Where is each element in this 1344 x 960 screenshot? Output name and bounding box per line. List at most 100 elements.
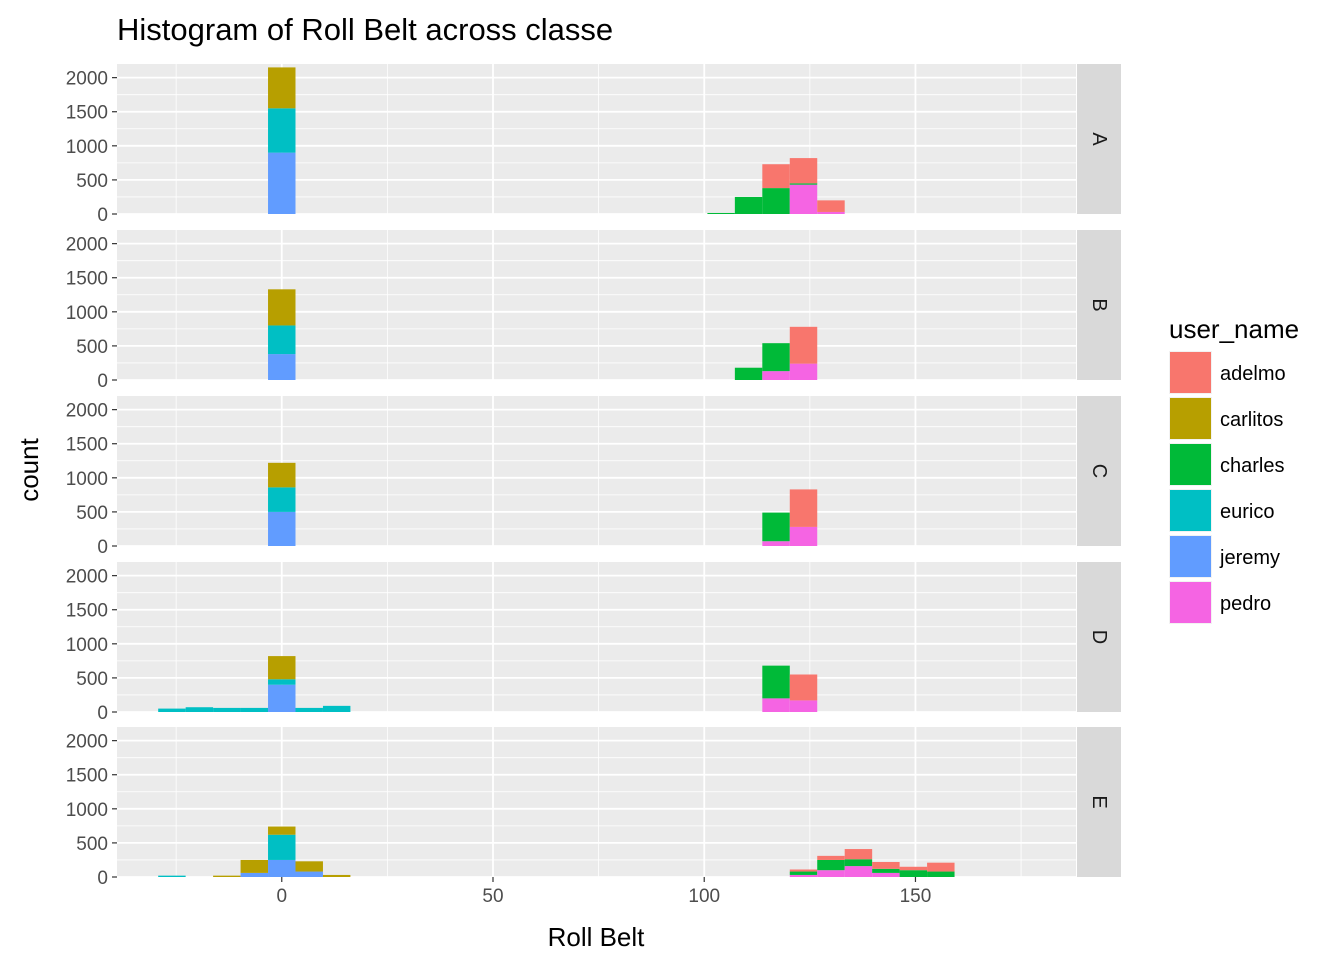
chart-title: Histogram of Roll Belt across classe	[117, 12, 613, 47]
bar-segment-adelmo	[872, 862, 900, 869]
y-tick-label: 1000	[66, 303, 108, 324]
legend-swatch-eurico	[1170, 490, 1211, 531]
bar-segment-charles	[707, 212, 735, 214]
legend-label-pedro: pedro	[1220, 593, 1271, 615]
bar-segment-jeremy	[268, 511, 296, 546]
facet-strip-label: A	[1088, 132, 1110, 146]
legend-label-charles: charles	[1220, 455, 1284, 477]
bar-segment-carlitos	[213, 875, 241, 877]
bar-segment-adelmo	[899, 866, 928, 871]
y-tick-label: 2000	[66, 567, 108, 588]
legend-title: user_name	[1169, 314, 1299, 344]
y-tick-label: 0	[97, 703, 108, 724]
y-tick-label: 1500	[66, 103, 108, 124]
bar-segment-carlitos	[268, 462, 296, 488]
bar-segment-eurico	[268, 325, 296, 355]
bar-segment-charles	[789, 871, 818, 875]
bar-segment-charles	[899, 870, 928, 877]
bar-segment-charles	[927, 871, 955, 877]
legend-swatch-pedro	[1170, 582, 1211, 623]
x-tick-label: 100	[688, 886, 720, 907]
bar-segment-adelmo	[789, 326, 818, 364]
bar-segment-carlitos	[268, 656, 296, 680]
bar-segment-charles	[762, 512, 790, 542]
y-tick-label: 500	[76, 503, 108, 524]
facet-panel-d: 0 500 1000 1500 2000 D	[66, 562, 1121, 724]
bar-segment-pedro	[817, 870, 845, 877]
x-tick-label: 0	[276, 886, 287, 907]
bar-segment-eurico	[268, 679, 296, 685]
y-tick-label: 1000	[66, 137, 108, 158]
panel-background	[117, 562, 1076, 712]
bar-segment-carlitos	[240, 859, 269, 873]
bar-segment-charles	[734, 196, 763, 214]
bar-segment-charles	[872, 868, 900, 873]
x-axis: 0 50 100 150	[276, 877, 931, 907]
facet-panel-e: 0 500 1000 1500 2000 E	[66, 727, 1121, 889]
panel-background	[117, 230, 1076, 380]
bar-segment-eurico	[240, 707, 269, 712]
bar-segment-adelmo	[762, 164, 790, 189]
y-tick-label: 500	[76, 171, 108, 192]
bar-segment-adelmo	[789, 869, 818, 872]
y-tick-label: 0	[97, 868, 108, 889]
facet-strip	[1077, 727, 1121, 877]
bar-segment-jeremy	[268, 152, 296, 214]
legend-swatch-adelmo	[1170, 352, 1211, 393]
bar-segment-adelmo	[789, 158, 818, 184]
y-tick-label: 1000	[66, 800, 108, 821]
bar-segment-adelmo	[789, 489, 818, 527]
panel-background	[117, 727, 1076, 877]
legend-label-carlitos: carlitos	[1220, 409, 1283, 431]
facet-panel-a: 0 500 1000 1500 2000 A	[66, 64, 1121, 226]
bar-segment-eurico	[295, 707, 323, 712]
bar-segment-pedro	[762, 698, 790, 712]
bar-segment-pedro	[817, 211, 845, 214]
bar-segment-charles	[789, 183, 818, 185]
bar-segment-pedro	[789, 363, 818, 380]
facet-strip	[1077, 64, 1121, 214]
y-tick-label: 2000	[66, 235, 108, 256]
bar-segment-eurico	[213, 707, 241, 712]
y-tick-label: 0	[97, 205, 108, 226]
x-tick-label: 150	[900, 886, 932, 907]
bar-segment-pedro	[844, 866, 873, 877]
y-tick-label: 1000	[66, 635, 108, 656]
y-tick-label: 1500	[66, 435, 108, 456]
y-tick-label: 2000	[66, 69, 108, 90]
y-axis-title: count	[14, 437, 44, 501]
bar-segment-charles	[734, 367, 763, 380]
facet-strip	[1077, 396, 1121, 546]
facet-strip-label: C	[1088, 464, 1110, 478]
y-tick-label: 500	[76, 669, 108, 690]
facet-panels: 0 500 1000 1500 2000 A 0 500 1000 1500 2000 B 0 500 10…	[66, 64, 1121, 889]
bar-segment-adelmo	[927, 862, 955, 872]
bar-segment-pedro	[789, 874, 818, 877]
bar-segment-charles	[762, 188, 790, 214]
bar-segment-carlitos	[322, 874, 351, 877]
bar-segment-charles	[762, 665, 790, 699]
legend-swatch-jeremy	[1170, 536, 1211, 577]
bar-segment-pedro	[762, 541, 790, 546]
bar-segment-charles	[817, 859, 845, 871]
panel-background	[117, 64, 1076, 214]
y-tick-label: 500	[76, 337, 108, 358]
facet-strip-label: D	[1088, 630, 1110, 644]
bar-segment-adelmo	[844, 849, 873, 860]
bar-segment-pedro	[762, 371, 790, 380]
bar-segment-eurico	[268, 834, 296, 860]
legend-label-adelmo: adelmo	[1220, 363, 1286, 385]
y-tick-label: 1500	[66, 269, 108, 290]
x-axis-title: Roll Belt	[548, 922, 646, 952]
bar-segment-eurico	[268, 487, 296, 512]
bar-segment-adelmo	[817, 200, 845, 212]
y-tick-label: 0	[97, 537, 108, 558]
bar-segment-adelmo	[789, 674, 818, 701]
x-tick-label: 50	[482, 886, 503, 907]
legend-swatch-charles	[1170, 444, 1211, 485]
legend: user_name adelmo carlitos charles eurico jer…	[1169, 314, 1299, 624]
bar-segment-jeremy	[295, 871, 323, 877]
bar-segment-jeremy	[240, 872, 269, 877]
facet-strip-label: B	[1088, 298, 1110, 311]
